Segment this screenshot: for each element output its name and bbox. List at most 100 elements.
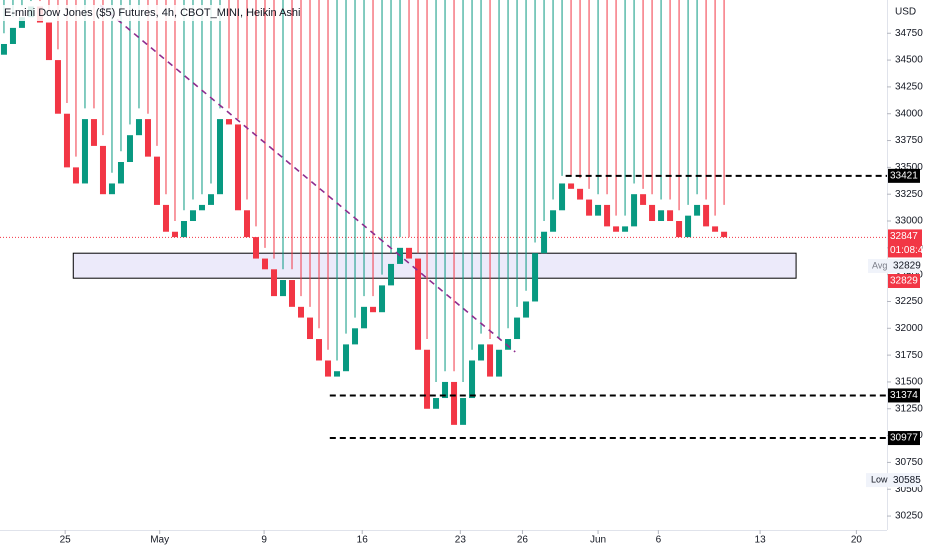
candle-body: [676, 221, 683, 238]
y-tick-label: 34500: [895, 55, 923, 66]
candle-body: [523, 301, 530, 318]
candle-body: [361, 306, 368, 329]
x-tick-label: 23: [455, 535, 467, 546]
candle-body: [280, 280, 287, 297]
candle-body: [153, 156, 160, 205]
x-tick-label: 16: [357, 535, 369, 546]
candle-body: [271, 269, 278, 297]
candle-body: [478, 344, 485, 361]
y-tick-label: 32250: [895, 296, 923, 307]
candle-body: [370, 306, 377, 313]
y-tick-label: 30500: [895, 484, 923, 495]
candle-body: [225, 119, 232, 125]
x-tick-label: May: [150, 535, 169, 546]
candle-body: [703, 204, 710, 227]
title-bg: [0, 5, 225, 21]
x-tick-label: Jun: [590, 535, 606, 546]
candle-body: [298, 306, 305, 318]
level-tag-bg: [888, 431, 920, 446]
candle-body: [135, 119, 142, 136]
candle-body: [81, 119, 88, 184]
level-tag: 30977: [890, 433, 918, 444]
level-tag: 33421: [890, 170, 918, 181]
candle-body: [532, 253, 539, 302]
candle-body: [424, 349, 431, 409]
candle-body: [18, 17, 25, 28]
y-tick-label: 30750: [895, 457, 923, 468]
candle-body: [90, 119, 97, 146]
trendline: [99, 4, 516, 353]
chart-title: E-mini Dow Jones ($5) Futures, 4h, CBOT_…: [4, 7, 300, 19]
candle-body: [541, 231, 548, 254]
candle-body: [721, 231, 728, 238]
level-tag: 31374: [890, 390, 918, 401]
x-tick-label: 13: [755, 535, 767, 546]
previous-close-tag: 32829: [890, 276, 918, 287]
previous-close-tag-bg: [888, 274, 920, 288]
candle-body: [343, 344, 350, 372]
candle-body: [649, 204, 656, 222]
y-tick-label: 31250: [895, 403, 923, 414]
y-tick-label: 31750: [895, 350, 923, 361]
candle-body: [433, 398, 440, 409]
candle-body: [0, 43, 7, 55]
y-tick-label: 33250: [895, 189, 923, 200]
candle-body: [189, 210, 196, 222]
zone: [72, 252, 797, 279]
candle-body: [9, 27, 16, 44]
candle-body: [388, 263, 395, 286]
candle-body: [406, 247, 413, 259]
candle-body: [658, 210, 665, 222]
candle-body: [117, 162, 124, 184]
candle-body: [234, 124, 241, 211]
candle-body: [586, 199, 593, 216]
candle-body: [72, 167, 79, 184]
x-tick-label: 6: [656, 535, 662, 546]
candle-body: [316, 339, 323, 361]
candle-body: [514, 317, 521, 340]
candle-body: [613, 226, 620, 232]
avg-tag: 32829: [893, 261, 921, 272]
low-tag-bg: [888, 473, 920, 488]
low-tag: 30585: [893, 475, 921, 486]
y-tick-label: 34250: [895, 82, 923, 93]
candle-body: [126, 135, 133, 163]
candle-body: [622, 226, 629, 232]
candle-body: [667, 210, 674, 222]
candle-body: [207, 194, 214, 205]
y-tick-label: 30250: [895, 511, 923, 522]
candle-body: [712, 226, 719, 232]
candle-body: [559, 183, 566, 211]
candle-body: [54, 60, 61, 114]
candle-body: [694, 204, 701, 216]
last-price-tag-bg: [888, 229, 922, 258]
level-tag-bg: [888, 388, 920, 403]
x-tick-label: 20: [851, 535, 863, 546]
y-tick-label: 33750: [895, 135, 923, 146]
candle-body: [162, 204, 169, 232]
low-label: Low: [871, 474, 888, 484]
candle-body: [352, 328, 359, 345]
candle-body: [144, 119, 151, 157]
candle-body: [253, 237, 260, 259]
x-tick-label: 26: [517, 535, 529, 546]
candle-body: [45, 22, 52, 61]
y-tick-label: 33000: [895, 216, 923, 227]
avg-tag-bg: [888, 259, 920, 273]
candle-body: [595, 204, 602, 216]
candle-body: [325, 360, 332, 377]
low-label-bg: [866, 473, 888, 488]
candle-body: [496, 349, 503, 377]
y-axis-label: USD: [895, 7, 916, 18]
y-tick-label: 34000: [895, 108, 923, 119]
candle-body: [63, 113, 70, 168]
candle-body: [415, 258, 422, 350]
candle-body: [379, 285, 386, 313]
candle-body: [307, 317, 314, 340]
candle-body: [334, 371, 341, 377]
candle-body: [460, 398, 467, 425]
candle-body: [171, 231, 178, 238]
avg-label-bg: [868, 259, 888, 273]
